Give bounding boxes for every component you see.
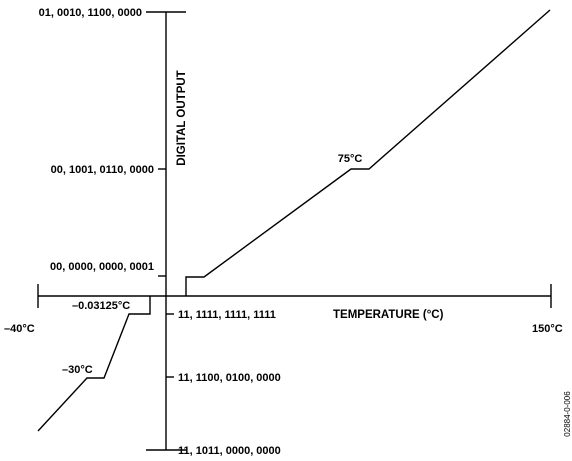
temp-neg30-label: –30°C	[62, 364, 93, 376]
axis-titles: TEMPERATURE (°C) DIGITAL OUTPUT	[176, 70, 444, 321]
code-label-neg1: 11, 1111, 1111, 1111	[178, 309, 276, 321]
output-code-labels: 01, 0010, 1100, 0000 00, 1001, 0110, 000…	[39, 7, 281, 457]
positive-segment	[185, 9, 551, 296]
code-label-600: 00, 1001, 0110, 0000	[51, 164, 154, 176]
temp-neg003125-label: –0.03125°C	[72, 300, 130, 312]
temperature-labels: –40°C 150°C 75°C –30°C –0.03125°C	[4, 153, 563, 376]
temp-75-label: 75°C	[338, 153, 363, 165]
negative-segment	[37, 296, 151, 432]
x-axis-title: TEMPERATURE (°C)	[333, 309, 444, 321]
code-label-neg480: 11, 1100, 0100, 0000	[178, 372, 281, 384]
temp-min-label: –40°C	[4, 323, 35, 335]
axes	[37, 11, 552, 451]
temp-max-label: 150°C	[532, 323, 563, 335]
figure-id: 02884-0-006	[563, 391, 572, 437]
code-label-top: 01, 0010, 1100, 0000	[39, 7, 142, 19]
code-label-1: 00, 0000, 0000, 0001	[50, 261, 154, 273]
code-label-bottom: 11, 1011, 0000, 0000	[178, 445, 281, 457]
y-axis-title: DIGITAL OUTPUT	[176, 70, 188, 165]
transfer-curve	[37, 9, 551, 432]
